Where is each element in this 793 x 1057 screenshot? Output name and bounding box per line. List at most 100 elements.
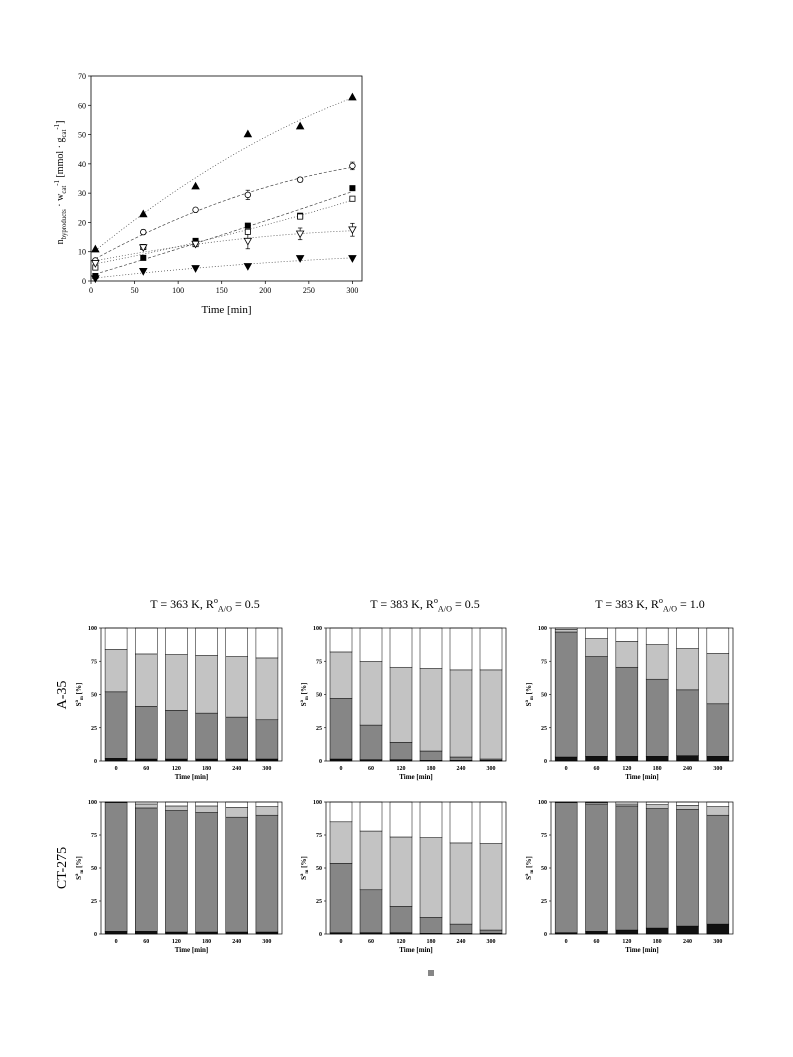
bar-segment [225,656,248,718]
x-tick-label: 120 [172,939,181,945]
bar-segment [255,627,279,659]
x-tick-label: 300 [346,286,358,295]
bar-segment [195,712,218,760]
bar-segment [585,756,608,762]
bar-segment [195,812,218,933]
y-axis-label-segment: [%] [300,856,308,869]
y-axis-label-segment: a [525,873,530,876]
y-axis-label-segment: [%] [75,683,83,696]
bar-segment [615,803,639,807]
bar-segment [615,641,639,668]
data-point [191,265,200,273]
y-tick-label: 50 [78,131,86,140]
y-tick-label: 100 [538,626,547,632]
y-axis-label-segment: a [525,699,530,702]
y-axis-label-segment: m [305,870,310,874]
fit-line [95,97,353,251]
y-tick-label: 0 [82,277,86,286]
y-axis-label-segment: -1 [54,180,61,186]
y-axis-label-segment: S [300,702,308,706]
x-tick-label: 120 [172,766,181,772]
data-point [191,181,200,190]
y-axis-label-segment: S [75,876,83,880]
bar-segment [104,931,128,935]
x-tick-label: 0 [340,939,343,945]
y-tick-label: 75 [541,659,547,665]
column-header: T = 383 K, RoA/O = 1.0 [595,596,704,613]
y-tick-label: 50 [541,866,547,872]
y-axis-label-segment: cat [61,186,68,194]
y-axis-label-segment: S [300,876,308,880]
plot-frame [550,627,734,762]
x-tick-label: 0 [565,939,568,945]
y-axis-label: Sam [%] [300,856,310,880]
x-tick-label: 0 [89,286,93,295]
y-axis-label-segment: m [530,870,535,874]
bar-segment [329,698,353,760]
bar-segment [554,802,578,933]
bar-segment [479,801,503,844]
y-axis-label-segment: byproducts [61,209,68,240]
x-tick-label: 150 [216,286,228,295]
x-tick-label: 180 [202,766,211,772]
y-tick-label: 100 [538,800,547,806]
x-tick-label: 60 [368,939,374,945]
plot-frame [325,801,507,935]
x-tick-label: 240 [232,766,241,772]
bar-segment [706,703,730,757]
x-tick-label: 0 [115,766,118,772]
bar-segment [225,716,248,760]
y-tick-label: 75 [91,659,97,665]
bar-segment [419,917,443,934]
data-point [349,195,356,202]
y-tick-label: 25 [91,899,97,905]
x-axis-label: Time [min] [399,773,433,781]
bar-segment [329,627,353,653]
y-axis-label: Sam [%] [75,856,85,880]
x-axis-label: Time [min] [175,773,209,781]
y-tick-label: 75 [316,833,322,839]
x-tick-label: 50 [131,286,139,295]
bar-segment [389,906,413,933]
data-point [243,237,253,246]
x-tick-label: 60 [594,939,600,945]
y-tick-label: 50 [316,866,322,872]
x-tick-label: 240 [683,766,692,772]
x-tick-label: 180 [202,939,211,945]
y-tick-label: 100 [88,626,97,632]
y-tick-label: 40 [78,160,86,169]
bar-segment [225,627,248,657]
y-tick-label: 75 [91,833,97,839]
bar-segment [419,837,443,918]
bar-segment [165,801,188,807]
x-axis-label: Time [min] [201,304,251,316]
column-header-segment: T = 383 K, R [595,597,659,611]
bar-panel: 0 60 120 180 240 300 0 25 50 75 100 Time [min] Sam [… [525,800,734,954]
data-point [243,263,253,271]
bar-segment [615,756,639,762]
bar-segment [104,758,128,762]
bar-segment [135,807,158,932]
bar-segment [389,836,413,907]
x-tick-label: 100 [172,286,184,295]
y-tick-label: 100 [313,626,322,632]
data-point [140,228,147,236]
bar-segment [225,807,248,818]
column-header-segment: A/O [218,605,232,614]
x-tick-label: 0 [565,766,568,772]
bar-segment [165,810,188,933]
x-tick-label: 240 [457,766,466,772]
bar-segment [479,669,503,760]
bar-segment [615,627,639,642]
bar-segment [329,801,353,823]
x-tick-label: 240 [457,939,466,945]
bar-segment [449,801,473,844]
fit-line [95,166,353,260]
column-header-segment: T = 363 K, R [150,597,214,611]
y-axis-label-segment: m [530,696,535,700]
bar-segment [676,805,699,810]
y-axis-label-segment: a [75,873,80,876]
data-point [296,176,304,183]
fit-line [95,230,353,262]
y-tick-label: 0 [544,759,547,765]
